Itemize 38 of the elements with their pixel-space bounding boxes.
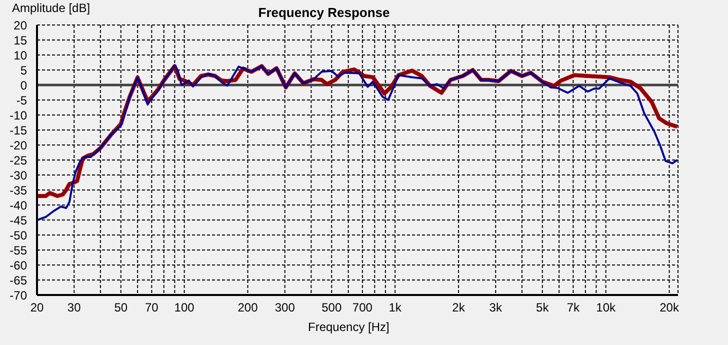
y-tick-label: -45 (10, 213, 28, 228)
x-tick-label: 3k (489, 300, 503, 315)
y-tick-label: 10 (14, 48, 28, 62)
y-tick-label: -25 (10, 153, 28, 168)
x-tick-label: 10k (596, 300, 616, 315)
x-tick-label: 1k (388, 300, 402, 315)
y-tick-label: -40 (10, 198, 28, 212)
y-tick-label: -30 (10, 168, 28, 182)
x-tick-label: 50 (114, 300, 128, 315)
y-tick-label: 15 (14, 33, 28, 48)
x-tick-label: 20 (30, 300, 44, 315)
y-tick-label: -5 (16, 93, 28, 108)
x-tick-label: 100 (174, 300, 195, 315)
y-tick-label: -10 (10, 108, 28, 122)
y-tick-label: 20 (14, 18, 28, 32)
x-tick-label: 200 (238, 300, 258, 315)
x-tick-label: 2k (452, 300, 466, 315)
x-axis-title: Frequency [Hz] (308, 320, 390, 334)
chart-title: Frequency Response (258, 5, 390, 20)
x-tick-label: 500 (322, 300, 342, 315)
y-tick-label: -15 (10, 123, 28, 138)
y-tick-label: -35 (10, 183, 28, 198)
x-tick-label: 5k (536, 300, 550, 315)
x-tick-label: 700 (352, 300, 373, 315)
y-tick-label: 5 (20, 63, 28, 78)
y-axis-title: Amplitude [dB] (12, 1, 90, 15)
y-tick-label: -55 (10, 243, 28, 258)
x-tick-label: 30 (67, 300, 82, 315)
y-tick-label: -50 (10, 228, 28, 242)
y-tick-label: -65 (10, 273, 28, 288)
y-tick-label: -60 (10, 258, 28, 272)
x-tick-label: 300 (274, 300, 296, 315)
y-tick-label: 0 (20, 78, 28, 92)
x-tick-label: 7k (566, 300, 581, 315)
x-tick-label: 20k (660, 300, 680, 315)
y-tick-label: -20 (10, 138, 28, 152)
y-tick-label: -70 (10, 288, 28, 302)
x-tick-label: 70 (144, 300, 159, 315)
